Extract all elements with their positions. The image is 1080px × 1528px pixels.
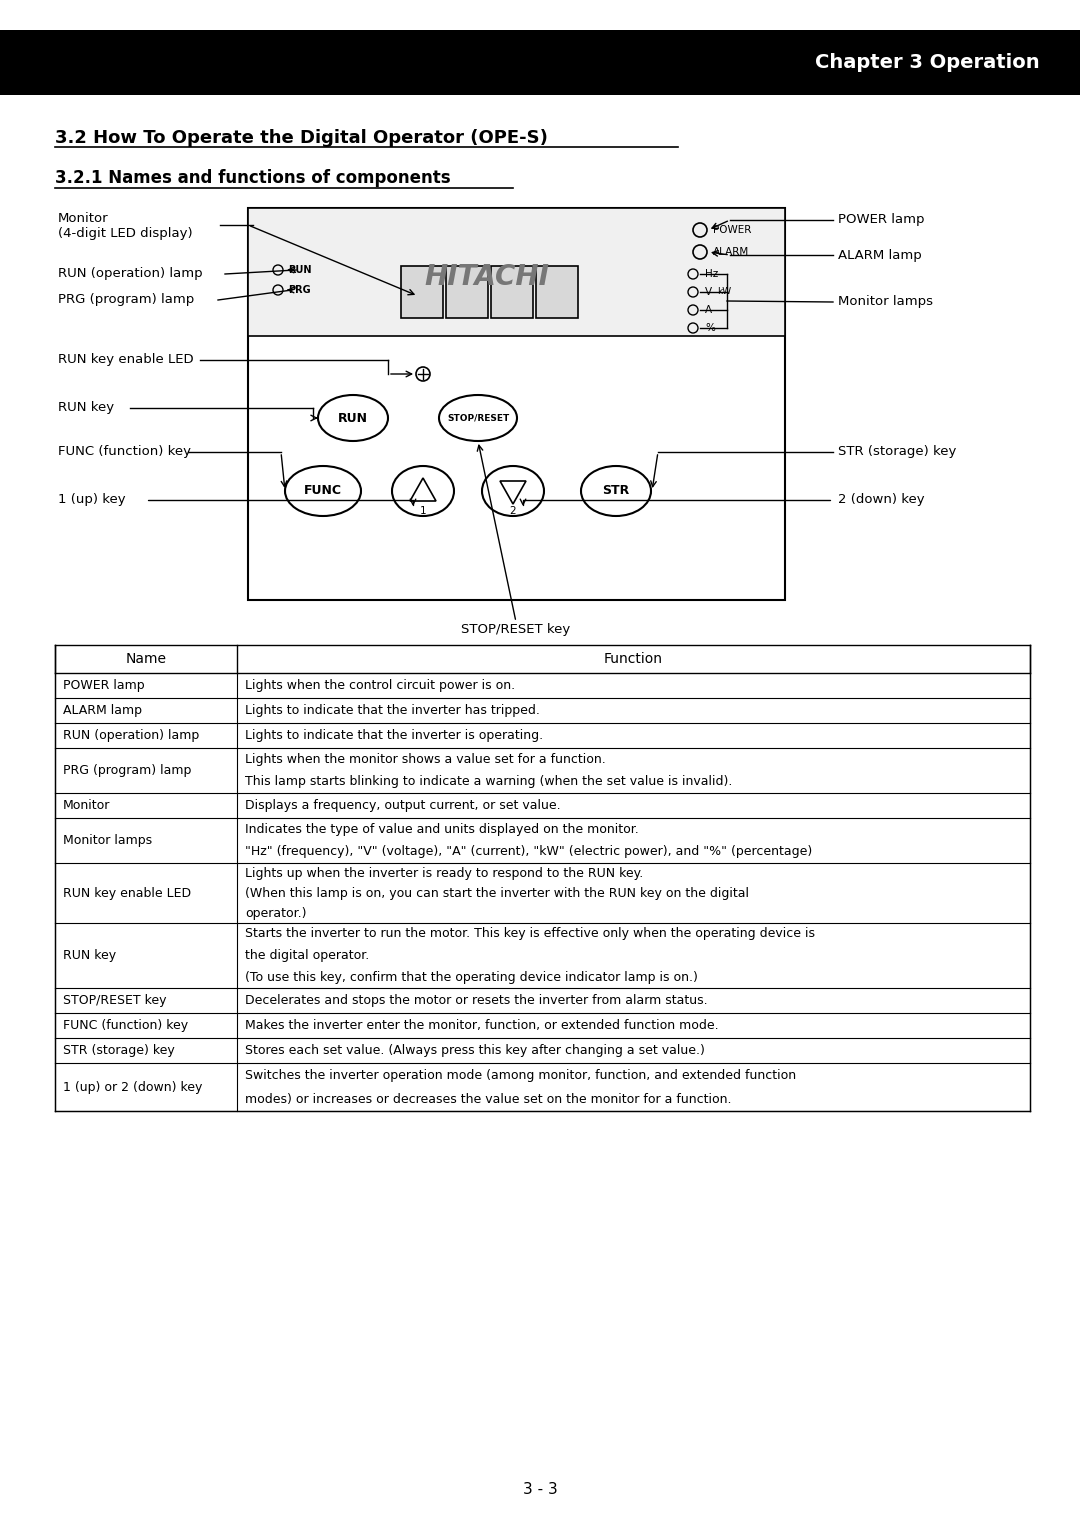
- Text: ALARM lamp: ALARM lamp: [63, 704, 141, 717]
- Text: FUNC (function) key: FUNC (function) key: [58, 446, 191, 458]
- Text: POWER: POWER: [713, 225, 752, 235]
- Text: Indicates the type of value and units displayed on the monitor.: Indicates the type of value and units di…: [245, 822, 638, 836]
- Text: Monitor: Monitor: [58, 211, 109, 225]
- Text: Lights when the control circuit power is on.: Lights when the control circuit power is…: [245, 678, 515, 692]
- FancyBboxPatch shape: [491, 266, 534, 318]
- Text: HITACHI: HITACHI: [424, 263, 549, 290]
- Ellipse shape: [318, 396, 388, 442]
- Text: RUN: RUN: [338, 411, 368, 425]
- Bar: [0, 31, 1080, 95]
- Text: %: %: [705, 322, 715, 333]
- Text: 1: 1: [420, 506, 427, 516]
- Bar: [248, 208, 785, 336]
- Text: POWER lamp: POWER lamp: [63, 678, 145, 692]
- Text: Monitor: Monitor: [63, 799, 110, 811]
- Ellipse shape: [482, 466, 544, 516]
- Text: STR (storage) key: STR (storage) key: [63, 1044, 175, 1057]
- Text: POWER lamp: POWER lamp: [838, 214, 924, 226]
- Text: Decelerates and stops the motor or resets the inverter from alarm status.: Decelerates and stops the motor or reset…: [245, 995, 707, 1007]
- Text: ALARM: ALARM: [713, 248, 750, 257]
- Text: 3 - 3: 3 - 3: [523, 1482, 557, 1497]
- Text: A: A: [705, 306, 712, 315]
- Text: PRG: PRG: [288, 286, 311, 295]
- Text: RUN key enable LED: RUN key enable LED: [58, 353, 193, 367]
- Text: 2 (down) key: 2 (down) key: [838, 494, 924, 506]
- Text: 1 (up) or 2 (down) key: 1 (up) or 2 (down) key: [63, 1080, 202, 1094]
- Text: Lights to indicate that the inverter has tripped.: Lights to indicate that the inverter has…: [245, 704, 540, 717]
- Text: 2: 2: [510, 506, 516, 516]
- FancyBboxPatch shape: [446, 266, 488, 318]
- Text: STOP/RESET: STOP/RESET: [447, 414, 509, 423]
- Text: Lights when the monitor shows a value set for a function.: Lights when the monitor shows a value se…: [245, 753, 606, 766]
- Bar: [248, 208, 785, 601]
- Text: RUN (operation) lamp: RUN (operation) lamp: [58, 267, 203, 281]
- Text: Displays a frequency, output current, or set value.: Displays a frequency, output current, or…: [245, 799, 561, 811]
- Text: Monitor lamps: Monitor lamps: [63, 834, 152, 847]
- Text: Hz: Hz: [705, 269, 718, 280]
- Text: RUN: RUN: [288, 264, 311, 275]
- Text: Lights to indicate that the inverter is operating.: Lights to indicate that the inverter is …: [245, 729, 543, 743]
- Text: the digital operator.: the digital operator.: [245, 949, 369, 963]
- Text: Makes the inverter enter the monitor, function, or extended function mode.: Makes the inverter enter the monitor, fu…: [245, 1019, 718, 1031]
- Text: Lights up when the inverter is ready to respond to the RUN key.: Lights up when the inverter is ready to …: [245, 866, 644, 880]
- Text: STR (storage) key: STR (storage) key: [838, 446, 957, 458]
- Text: RUN (operation) lamp: RUN (operation) lamp: [63, 729, 199, 743]
- Text: FUNC: FUNC: [303, 484, 342, 498]
- Text: PRG (program) lamp: PRG (program) lamp: [63, 764, 191, 778]
- Text: STOP/RESET key: STOP/RESET key: [63, 995, 166, 1007]
- Text: (To use this key, confirm that the operating device indicator lamp is on.): (To use this key, confirm that the opera…: [245, 970, 698, 984]
- Text: V: V: [705, 287, 712, 296]
- Text: This lamp starts blinking to indicate a warning (when the set value is invalid).: This lamp starts blinking to indicate a …: [245, 775, 732, 788]
- FancyBboxPatch shape: [401, 266, 443, 318]
- Text: Switches the inverter operation mode (among monitor, function, and extended func: Switches the inverter operation mode (am…: [245, 1068, 796, 1082]
- Text: kW: kW: [717, 287, 731, 296]
- Ellipse shape: [392, 466, 454, 516]
- Text: Monitor lamps: Monitor lamps: [838, 295, 933, 309]
- Ellipse shape: [581, 466, 651, 516]
- Text: (When this lamp is on, you can start the inverter with the RUN key on the digita: (When this lamp is on, you can start the…: [245, 886, 750, 900]
- Text: Chapter 3 Operation: Chapter 3 Operation: [815, 52, 1040, 72]
- Ellipse shape: [438, 396, 517, 442]
- Ellipse shape: [285, 466, 361, 516]
- Text: RUN key enable LED: RUN key enable LED: [63, 886, 191, 900]
- Text: Starts the inverter to run the motor. This key is effective only when the operat: Starts the inverter to run the motor. Th…: [245, 927, 815, 940]
- FancyBboxPatch shape: [536, 266, 578, 318]
- Text: STOP/RESET key: STOP/RESET key: [461, 623, 570, 637]
- Text: (4-digit LED display): (4-digit LED display): [58, 226, 192, 240]
- Text: FUNC (function) key: FUNC (function) key: [63, 1019, 188, 1031]
- Text: PRG (program) lamp: PRG (program) lamp: [58, 293, 194, 307]
- Text: 1 (up) key: 1 (up) key: [58, 494, 125, 506]
- Text: 3.2.1 Names and functions of components: 3.2.1 Names and functions of components: [55, 170, 450, 186]
- Text: 3.2 How To Operate the Digital Operator (OPE-S): 3.2 How To Operate the Digital Operator …: [55, 128, 548, 147]
- Text: "Hz" (frequency), "V" (voltage), "A" (current), "kW" (electric power), and "%" (: "Hz" (frequency), "V" (voltage), "A" (cu…: [245, 845, 812, 859]
- Text: modes) or increases or decreases the value set on the monitor for a function.: modes) or increases or decreases the val…: [245, 1093, 731, 1105]
- Text: RUN key: RUN key: [63, 949, 117, 963]
- Text: Function: Function: [604, 652, 663, 666]
- Text: Stores each set value. (Always press this key after changing a set value.): Stores each set value. (Always press thi…: [245, 1044, 705, 1057]
- Text: operator.): operator.): [245, 906, 307, 920]
- Text: Name: Name: [125, 652, 166, 666]
- Text: ALARM lamp: ALARM lamp: [838, 249, 921, 261]
- Text: RUN key: RUN key: [58, 402, 114, 414]
- Text: STR: STR: [603, 484, 630, 498]
